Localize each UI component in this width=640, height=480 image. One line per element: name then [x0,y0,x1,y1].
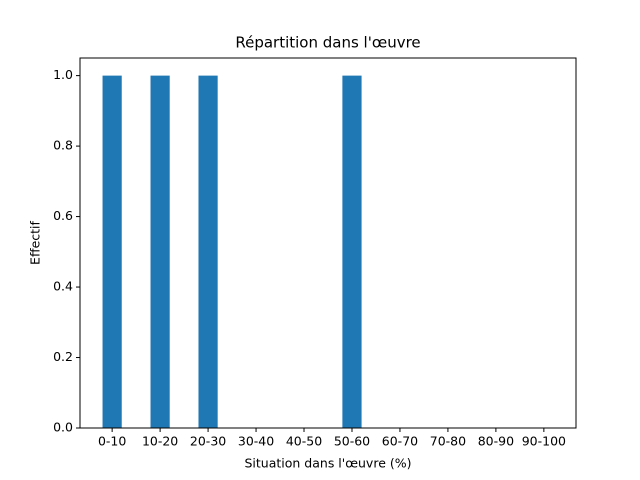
x-tick-label: 80-90 [478,434,514,449]
y-tick-label: 0.6 [53,208,73,223]
x-tick-label: 40-50 [286,434,322,449]
x-tick-label: 70-80 [430,434,466,449]
x-tick-label: 50-60 [334,434,370,449]
bar [342,75,362,428]
plot-frame [79,57,577,429]
x-tick-label: 0-10 [98,434,126,449]
y-tick-label: 1.0 [53,67,73,82]
y-tick-label: 0.4 [53,279,73,294]
y-axis-label: Effectif [28,220,43,264]
x-axis-label: Situation dans l'œuvre (%) [245,456,412,471]
x-tick-label: 10-20 [142,434,178,449]
bar [198,75,218,428]
y-tick-label: 0.8 [53,138,73,153]
y-tick-label: 0.2 [53,349,73,364]
x-tick-label: 30-40 [238,434,274,449]
chart-title: Répartition dans l'œuvre [235,34,420,52]
bar [102,75,122,428]
x-tick-label: 90-100 [522,434,566,449]
x-tick-label: 60-70 [382,434,418,449]
x-tick-label: 20-30 [190,434,226,449]
y-tick-label: 0.0 [53,420,73,435]
bar [150,75,170,428]
